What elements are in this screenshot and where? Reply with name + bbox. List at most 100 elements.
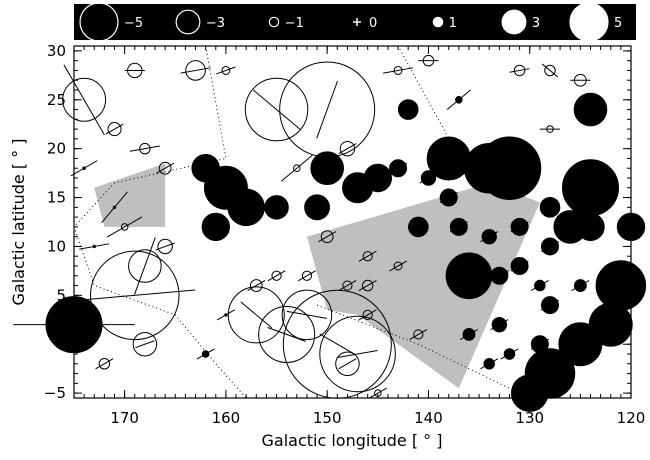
legend-label: −3: [206, 16, 225, 31]
y-tick-label: −5: [44, 384, 66, 402]
polarization-vector: [134, 237, 156, 295]
x-axis-label: Galactic longitude [ ° ]: [262, 431, 443, 450]
data-point: [244, 77, 309, 142]
data-point: [573, 279, 587, 292]
data-point: [503, 348, 516, 360]
legend-label: −1: [285, 16, 304, 31]
data-point: [221, 65, 231, 75]
polarization-vector: [156, 162, 175, 174]
data-point: [227, 188, 265, 227]
data-point: [120, 223, 129, 231]
data-point: [362, 309, 373, 320]
data-point: [90, 250, 180, 341]
data-point: [319, 315, 396, 393]
data-point: [92, 244, 96, 249]
data-point: [540, 296, 559, 315]
polarization-vector: [95, 358, 114, 370]
data-point: [132, 331, 158, 357]
data-point: [320, 230, 334, 244]
data-point: [98, 358, 111, 370]
polarization-vector: [252, 89, 301, 130]
data-point: [62, 77, 107, 122]
data-point: [201, 350, 210, 358]
polarization-vector: [409, 328, 428, 340]
y-tick-label: 15: [47, 189, 66, 207]
x-tick-label: 160: [212, 409, 241, 427]
polarization-vector: [135, 340, 155, 349]
polarization-vector: [337, 349, 378, 359]
polarization-vector: [358, 309, 377, 321]
polarization-vector: [267, 270, 286, 282]
polarization-vector: [180, 67, 211, 74]
data-point: [534, 279, 546, 292]
polarization-vector: [389, 260, 408, 272]
polarization-vector: [316, 80, 339, 139]
polarization-vector: [286, 310, 327, 319]
data-point: [413, 329, 424, 340]
polarization-vector: [216, 66, 236, 75]
data-point: [544, 64, 556, 77]
x-tick-label: 140: [414, 409, 443, 427]
y-tick-label: 25: [47, 91, 66, 109]
data-point: [158, 161, 172, 175]
data-point: [510, 217, 529, 236]
data-point: [362, 251, 373, 262]
data-point: [107, 122, 122, 137]
data-point: [420, 170, 437, 186]
y-tick-labels: 30 25 20 15 10 5 0 −5: [44, 42, 66, 402]
data-point: [513, 64, 526, 77]
data-point: [397, 99, 419, 120]
y-tick-label: 10: [47, 237, 66, 255]
data-point: [389, 159, 408, 178]
polarization-vector: [509, 68, 530, 73]
shaded-region: [306, 182, 540, 389]
polarization-vector: [338, 280, 357, 292]
data-point: [82, 166, 86, 170]
data-point: [481, 228, 497, 245]
polarization-vector: [267, 327, 306, 342]
data-point: [561, 159, 619, 217]
y-tick-label: 20: [47, 140, 66, 158]
boundary-line: [205, 45, 460, 159]
data-point: [249, 279, 263, 292]
polarization-vector: [319, 333, 356, 355]
axis-ticks: [73, 46, 632, 398]
y-tick-label: 0: [56, 335, 66, 353]
data-point: [342, 280, 353, 291]
data-point: [540, 237, 559, 256]
data-point: [539, 197, 561, 218]
legend: −5 −3 −1 0 1 3 5: [79, 2, 622, 42]
data-point: [281, 289, 333, 341]
data-point: [310, 151, 344, 186]
x-tick-labels: 170 160 150 140 130 120: [110, 409, 645, 427]
polarization-vector: [297, 270, 316, 282]
y-axis-label: Galactic latitude [ ° ]: [9, 139, 28, 306]
polarization-vector: [541, 63, 559, 78]
data-point: [301, 270, 313, 281]
x-tick-label: 170: [110, 409, 139, 427]
data-point: [510, 257, 529, 275]
data-point: [463, 142, 515, 194]
data-point: [595, 260, 647, 311]
data-point: [462, 328, 476, 341]
polarization-vector: [63, 64, 105, 136]
data-point: [576, 212, 605, 242]
data-point: [128, 249, 162, 283]
data-point: [363, 163, 393, 193]
legend-marker: [268, 16, 280, 28]
data-point: [127, 62, 143, 79]
polarization-vector: [240, 301, 273, 329]
legend-label: 3: [532, 16, 540, 31]
data-point: [227, 286, 285, 344]
polarization-vector: [74, 289, 196, 302]
polarization-vector: [368, 387, 387, 399]
data-point: [393, 65, 403, 75]
legend-label: 5: [614, 16, 622, 31]
data-point: [491, 316, 508, 333]
data-point: [573, 73, 587, 87]
data-point: [483, 358, 495, 370]
data-point: [339, 140, 356, 157]
data-point: [439, 188, 458, 207]
legend-marker: [501, 9, 527, 35]
data-point: [558, 322, 603, 367]
